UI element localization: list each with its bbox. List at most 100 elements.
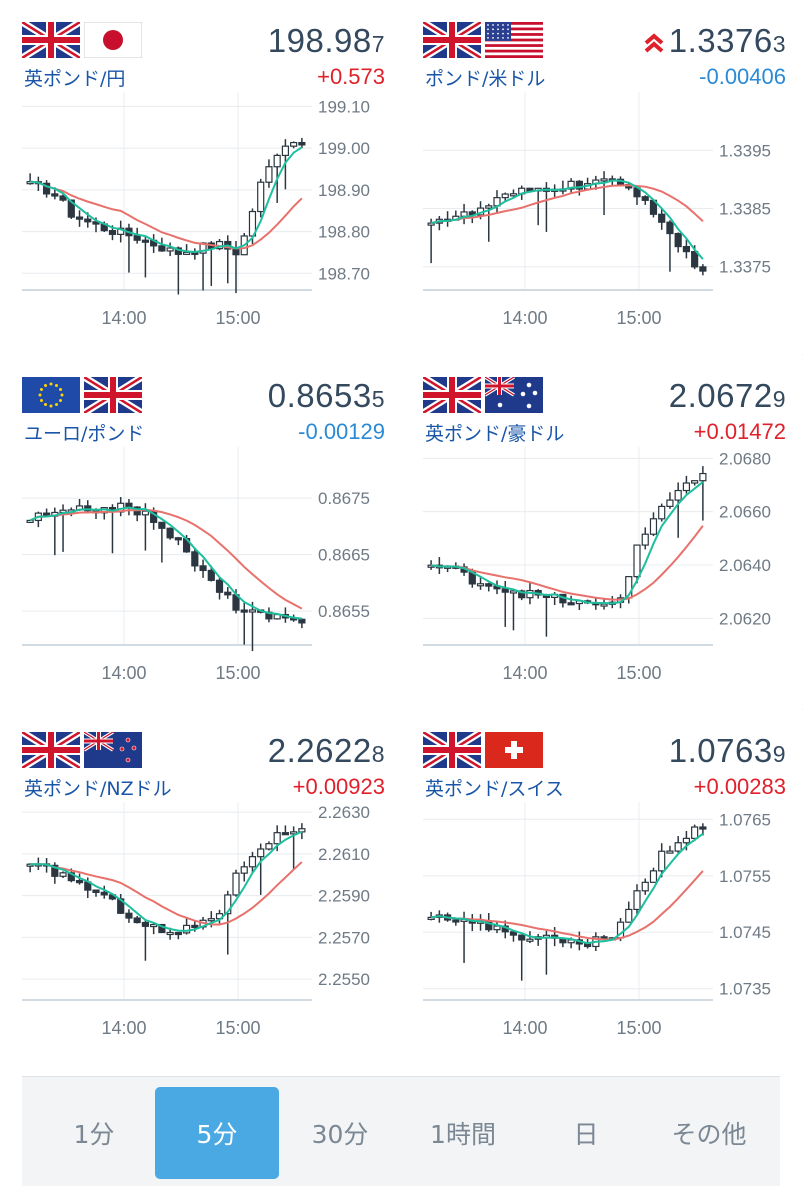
candle <box>501 588 509 593</box>
candle <box>92 889 100 893</box>
candle <box>281 832 290 836</box>
tab-30min[interactable]: 30分 <box>311 1120 369 1149</box>
candle <box>666 221 674 235</box>
moving-average-short <box>430 481 704 605</box>
rate-change: +0.00923 <box>292 774 385 799</box>
candle <box>699 472 707 482</box>
candle <box>658 850 666 872</box>
rate-main: 2.2622 <box>267 732 372 769</box>
candle <box>265 166 273 183</box>
y-tick-label: 2.0640 <box>719 556 771 575</box>
candle <box>567 602 575 606</box>
candle <box>51 864 59 877</box>
y-tick-label: 0.8655 <box>318 602 370 621</box>
candle <box>666 850 674 854</box>
candle <box>682 837 691 844</box>
y-tick-label: 1.3375 <box>719 258 771 277</box>
tab-1hour[interactable]: 1時間 <box>430 1120 496 1149</box>
candle <box>182 251 191 255</box>
candle <box>518 934 526 941</box>
y-tick-label: 2.2570 <box>318 928 370 947</box>
candle <box>141 921 150 927</box>
candle <box>199 565 207 572</box>
tab-other[interactable]: その他 <box>671 1120 747 1149</box>
price-chart[interactable]: 1.3395 1.3385 1.3375 14:00 15:00 <box>401 92 802 347</box>
candle <box>257 181 265 213</box>
pair-name: 英ポンド/豪ドル <box>425 423 565 445</box>
pair-name: ポンド/米ドル <box>425 68 546 90</box>
tab-1min[interactable]: 1分 <box>73 1120 115 1149</box>
y-tick-label: 199.00 <box>318 139 370 158</box>
rate-pip: 3 <box>772 31 786 57</box>
x-tick-label: 15:00 <box>616 663 661 683</box>
y-tick-label: 1.0755 <box>719 867 771 886</box>
candle <box>158 923 166 934</box>
price-chart[interactable]: 2.0680 2.0660 2.0640 2.0620 14:00 15:00 <box>401 447 802 702</box>
candle <box>150 923 158 928</box>
candle <box>224 894 232 915</box>
price-chart[interactable]: 1.0765 1.0755 1.0745 1.0735 14:00 15:00 <box>401 802 802 1057</box>
flag-ch-icon <box>485 732 543 768</box>
moving-average-long <box>430 184 704 225</box>
candle <box>141 239 150 243</box>
price-chart[interactable]: 2.2630 2.2610 2.2590 2.2570 2.2550 14:00 15:00 <box>0 802 401 1057</box>
candle <box>625 908 633 923</box>
rate-change: +0.00283 <box>693 774 786 799</box>
price-chart[interactable]: 0.8675 0.8665 0.8655 14:00 15:00 <box>0 447 401 702</box>
candle <box>691 826 699 839</box>
x-tick-label: 15:00 <box>616 1018 661 1038</box>
candle <box>141 510 150 516</box>
candle <box>600 603 608 607</box>
currency-card[interactable]: 英ポンド/スイス 1.07639 +0.00283 1.0765 1.0755 1.074… <box>401 710 802 1065</box>
currency-card[interactable]: ユーロ/ポンド 0.86535 -0.00129 0.8675 0.8665 0.8655… <box>0 355 401 710</box>
candle <box>658 213 666 223</box>
candle <box>67 199 75 218</box>
rate-pip: 9 <box>772 386 786 412</box>
candle <box>452 919 460 923</box>
pair-name: 英ポンド/円 <box>24 68 126 90</box>
candle <box>526 589 534 599</box>
candle <box>166 931 174 936</box>
candle <box>575 180 583 190</box>
rate-value: 1.07639 <box>669 732 786 770</box>
currency-card[interactable]: 英ポンド/豪ドル 2.06729 +0.01472 2.0680 2.0660 2.064… <box>401 355 802 710</box>
tab-day[interactable]: 日 <box>573 1120 599 1149</box>
candle <box>232 872 240 896</box>
moving-average-short <box>30 146 303 253</box>
y-tick-label: 198.90 <box>318 181 370 200</box>
candle <box>641 881 649 892</box>
x-tick-label: 15:00 <box>215 663 260 683</box>
moving-average-long <box>430 525 704 601</box>
candle <box>273 832 281 845</box>
currency-card[interactable]: 英ポンド/NZドル 2.26228 +0.00923 2.2630 2.2610 2.25… <box>0 710 401 1065</box>
moving-average-long <box>430 870 704 941</box>
price-chart[interactable]: 199.10 199.00 198.90 198.80 198.70 14:00 15:00 <box>0 92 401 347</box>
candle <box>75 880 84 884</box>
candle <box>191 551 199 567</box>
rate-value: 198.987 <box>268 22 385 60</box>
candle <box>485 205 493 209</box>
x-tick-label: 15:00 <box>215 308 260 328</box>
candle <box>207 918 215 922</box>
candle <box>518 590 526 599</box>
y-tick-label: 198.80 <box>318 223 370 242</box>
candle <box>174 931 182 936</box>
candle <box>427 916 435 920</box>
candle <box>674 842 682 852</box>
candle <box>476 583 485 587</box>
candle <box>125 912 133 919</box>
rate-value: 0.86535 <box>268 377 385 415</box>
candle <box>92 221 100 225</box>
flag-us-icon <box>485 22 543 58</box>
rate-main: 1.0763 <box>668 732 773 769</box>
moving-average-short <box>30 830 303 932</box>
rate-value: 1.33763 <box>643 22 786 62</box>
tab-5min[interactable]: 5分 <box>155 1087 279 1179</box>
flag-jp-icon <box>83 21 143 59</box>
rate-main: 2.0672 <box>668 377 773 414</box>
candle <box>248 856 257 868</box>
currency-card[interactable]: ポンド/米ドル 1.33763 -0.00406 1.3395 1.3385 1.3375… <box>401 0 802 355</box>
currency-card[interactable]: 英ポンド/円 198.987 +0.573 199.10 199.00 198.90 198… <box>0 0 401 355</box>
moving-average-long <box>29 508 303 610</box>
y-tick-label: 2.2590 <box>318 887 370 906</box>
